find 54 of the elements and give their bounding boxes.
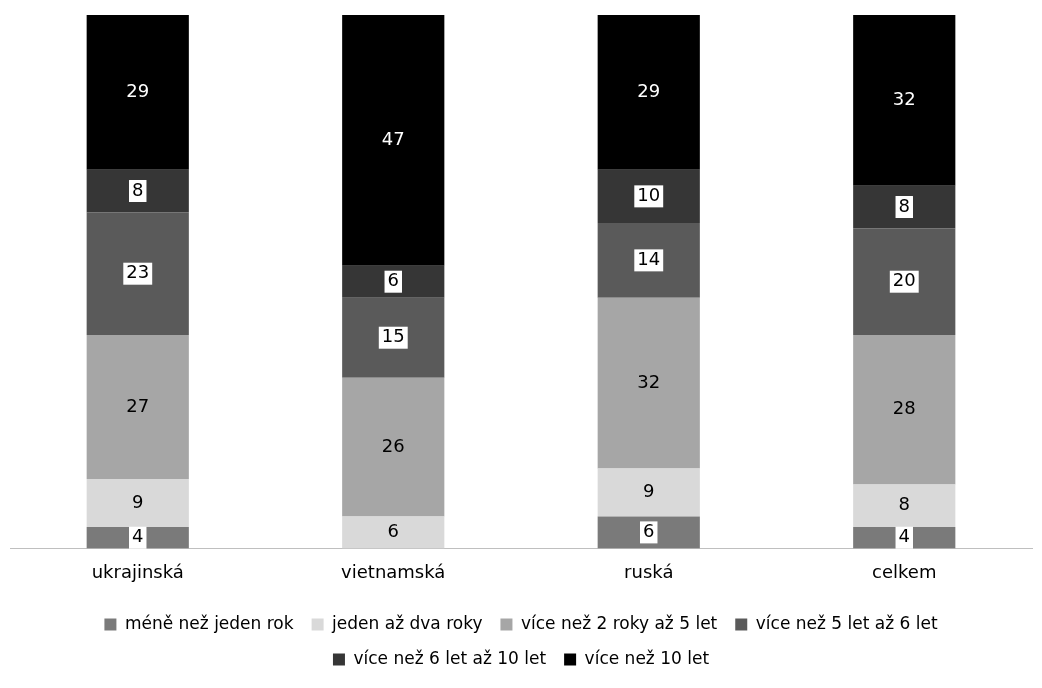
- bar: [597, 516, 700, 549]
- bar: [597, 15, 700, 170]
- data-label: 20: [892, 269, 916, 291]
- data-label: 10: [637, 184, 661, 206]
- data-label: 32: [637, 370, 661, 392]
- data-label: 6: [387, 269, 399, 291]
- legend-label: méně než jeden rok: [124, 612, 294, 633]
- legend-label: více než 5 let až 6 let: [755, 612, 938, 633]
- legend-label: více než 10 let: [584, 647, 710, 668]
- bar: [853, 185, 956, 229]
- x-tick-label: ukrajinská: [91, 560, 184, 582]
- data-label: 8: [898, 194, 910, 216]
- x-tick-label: celkem: [872, 560, 937, 582]
- bar: [342, 516, 445, 549]
- bar: [853, 484, 956, 528]
- legend-label: více než 2 roky až 5 let: [520, 612, 718, 633]
- data-label: 47: [381, 128, 405, 150]
- bar: [853, 335, 956, 485]
- bar: [86, 335, 189, 480]
- legend-label: jeden až dva roky: [331, 612, 483, 633]
- bar: [597, 169, 700, 224]
- bar: [86, 212, 189, 336]
- data-label: 23: [126, 261, 150, 283]
- data-label: 4: [132, 525, 144, 547]
- bar: [342, 297, 445, 378]
- data-label: 6: [643, 520, 655, 542]
- data-label: 29: [126, 80, 150, 102]
- data-label: 32: [892, 88, 916, 110]
- bar: [86, 15, 189, 170]
- data-label: 8: [898, 493, 910, 515]
- bar: [342, 15, 445, 266]
- bar: [86, 479, 189, 528]
- bar: [597, 223, 700, 298]
- bar: [342, 265, 445, 298]
- data-label: 29: [637, 80, 661, 102]
- data-label: 6: [387, 520, 399, 542]
- bar: [597, 468, 700, 517]
- data-label: 9: [643, 480, 655, 502]
- bar: [86, 169, 189, 213]
- bar: [342, 377, 445, 517]
- bar: [853, 228, 956, 336]
- data-label: 27: [126, 394, 150, 416]
- data-label: 28: [892, 397, 916, 419]
- data-label: 8: [132, 178, 144, 200]
- x-tick-label: ruská: [624, 560, 674, 582]
- data-label: 15: [381, 325, 405, 347]
- bar: [853, 15, 956, 186]
- bar: [597, 297, 700, 469]
- data-label: 14: [637, 248, 661, 270]
- data-label: 4: [898, 525, 910, 547]
- legend-label: více než 6 let až 10 let: [353, 647, 547, 668]
- data-label: 26: [381, 434, 405, 456]
- data-label: 9: [132, 490, 144, 512]
- x-tick-label: vietnamská: [341, 560, 446, 582]
